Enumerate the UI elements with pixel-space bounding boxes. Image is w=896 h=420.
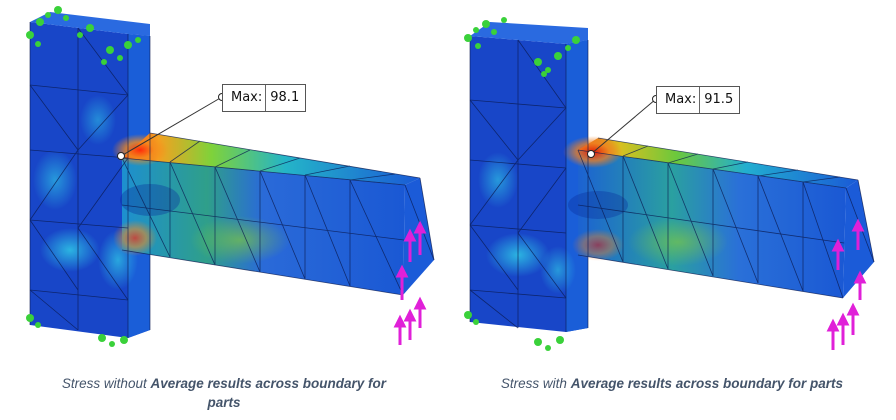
caption-right: Stress with Average results across bound… bbox=[456, 374, 888, 393]
stress-plot-panel-right: Max: 91.5 Stress with Average results ac… bbox=[448, 0, 896, 420]
stress-model-view-right[interactable] bbox=[448, 0, 896, 360]
caption-prefix: Stress without bbox=[61, 376, 151, 391]
beam-body bbox=[112, 133, 434, 295]
mesh-lines bbox=[469, 36, 875, 332]
column-body bbox=[470, 22, 588, 332]
caption-emphasis: Average results across boundary for part… bbox=[570, 376, 844, 391]
caption-suffix: parts bbox=[207, 395, 241, 410]
magenta-load-arrow-icon bbox=[393, 220, 427, 345]
magenta-load-arrow-icon bbox=[826, 218, 867, 350]
caption-emphasis: Average results across boundary for bbox=[150, 376, 387, 391]
max-stress-tag[interactable]: Max: 98.1 bbox=[222, 84, 307, 112]
max-stress-tag[interactable]: Max: 91.5 bbox=[656, 86, 741, 114]
caption-left: Stress without Average results across bo… bbox=[20, 374, 428, 412]
max-label: Max: bbox=[223, 85, 267, 111]
stress-model-view-left[interactable] bbox=[0, 0, 448, 360]
mesh-lines bbox=[29, 22, 435, 338]
beam-body bbox=[563, 136, 874, 298]
caption-prefix: Stress with bbox=[500, 376, 571, 391]
green-fixture-icon bbox=[464, 17, 580, 351]
column-body bbox=[30, 12, 150, 338]
stress-plot-panel-left: Max: 98.1 Stress without Average results… bbox=[0, 0, 448, 412]
max-label: Max: bbox=[657, 87, 701, 113]
max-value: 98.1 bbox=[270, 90, 300, 105]
max-value: 91.5 bbox=[704, 92, 734, 107]
green-fixture-icon bbox=[26, 6, 141, 347]
